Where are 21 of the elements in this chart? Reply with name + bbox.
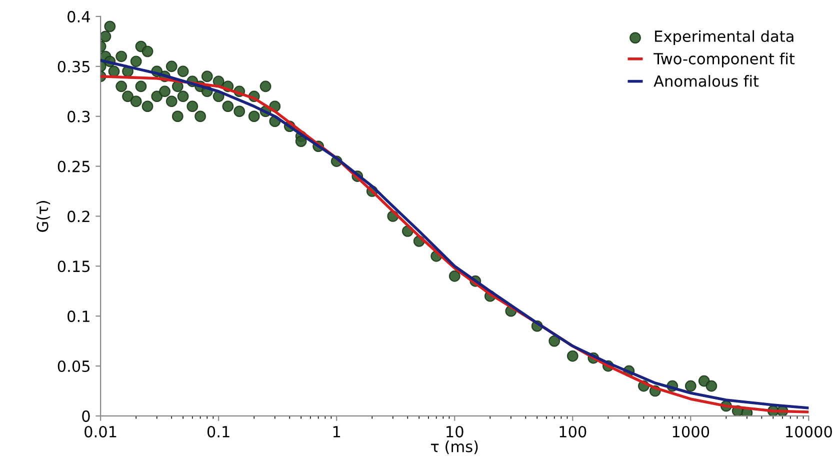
legend-label: Anomalous fit <box>654 75 759 87</box>
y-tick-label: 0.2 <box>68 210 90 222</box>
y-tick-label: 0.15 <box>58 260 90 272</box>
x-tick-label: 10000 <box>786 426 832 438</box>
x-tick-label: 10 <box>446 426 464 438</box>
y-tick-label: 0.25 <box>58 160 90 172</box>
y-axis-title: G(τ) <box>36 201 50 232</box>
y-tick-label: 0.35 <box>58 60 90 72</box>
x-tick-label: 0.01 <box>84 426 116 438</box>
y-tick-label: 0.05 <box>58 360 90 372</box>
y-tick-label: 0.1 <box>68 310 90 322</box>
x-tick-label: 1 <box>333 426 340 438</box>
y-tick-label: 0 <box>82 410 90 422</box>
y-tick-label: 0.4 <box>68 10 90 22</box>
x-tick-label: 1000 <box>672 426 710 438</box>
y-tick-label: 0.3 <box>68 110 90 122</box>
x-tick-label: 100 <box>560 426 586 438</box>
legend-label: Two-component fit <box>654 52 795 68</box>
legend-label: Experimental data <box>655 30 794 45</box>
x-tick-label: 0.1 <box>207 426 230 438</box>
x-axis-title: τ (ms) <box>430 440 478 454</box>
